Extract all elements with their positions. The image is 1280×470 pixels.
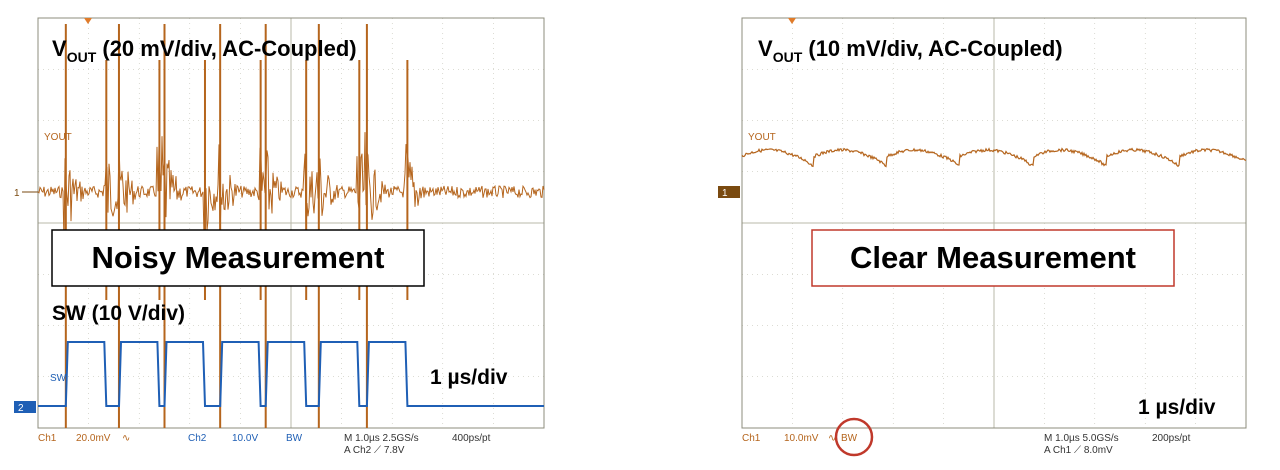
left-title: Noisy Measurement — [92, 240, 385, 275]
left-ch1-marker: 1 — [14, 188, 38, 199]
left-sw-scale-label: SW (10 V/div) — [52, 302, 185, 325]
right-vout-trace — [741, 147, 1247, 168]
right-grid — [742, 18, 1246, 428]
left-title-box — [51, 229, 425, 287]
right-status-coupling-icon: ∿ — [828, 433, 836, 444]
right-title: Clear Measurement — [850, 240, 1136, 275]
right-frame — [741, 17, 1247, 429]
left-sw-trace-label: SW — [50, 373, 67, 384]
left-status-ch2: Ch2 — [188, 433, 207, 444]
left-yout-trace-label: YOUT — [44, 132, 72, 143]
right-marker-1: 1 — [722, 188, 728, 199]
left-ch2-marker: 2 — [14, 401, 36, 414]
right-title-box — [811, 229, 1175, 287]
left-marker-1: 1 — [14, 188, 20, 199]
right-status-trigger: A Ch1 ⟋ 8.0mV — [1044, 445, 1113, 456]
left-vout-trace — [37, 132, 545, 247]
right-trigger-position-icon — [788, 18, 796, 24]
left-marker-2: 2 — [18, 403, 24, 414]
right-status-bw: BW — [841, 433, 858, 444]
left-status-timebase: M 1.0µs 2.5GS/s — [344, 433, 419, 444]
left-status-record: 400ps/pt — [452, 433, 491, 444]
bw-highlight-circle — [834, 417, 874, 457]
left-status-ch1: Ch1 — [38, 433, 57, 444]
left-status-ch1-scale: 20.0mV — [76, 433, 111, 444]
left-sw-trace — [38, 341, 544, 407]
right-vout-scale-label: VOUT (10 mV/div, AC-Coupled) — [758, 36, 1063, 65]
right-status-record: 200ps/pt — [1152, 433, 1191, 444]
left-status-bw: BW — [286, 433, 303, 444]
right-status-ch1: Ch1 — [742, 433, 761, 444]
left-status-bar: Ch1 20.0mV ∿ Ch2 10.0V BW M 1.0µs 2.5GS/… — [38, 433, 491, 456]
right-scope: YOUT 1 VOUT (10 mV/div, AC-Coupled) Clea… — [718, 17, 1247, 457]
left-status-trigger: A Ch2 ⟋ 7.8V — [344, 445, 405, 456]
right-yout-trace-label: YOUT — [748, 132, 776, 143]
left-vout-scale-label: VOUT (20 mV/div, AC-Coupled) — [52, 36, 357, 65]
right-ch1-marker: 1 — [718, 186, 740, 199]
left-status-ch2-scale: 10.0V — [232, 433, 258, 444]
left-vout-spikes — [64, 24, 409, 428]
left-grid — [38, 18, 544, 428]
left-timediv-label: 1 µs/div — [430, 366, 508, 389]
right-status-timebase: M 1.0µs 5.0GS/s — [1044, 433, 1119, 444]
left-trigger-position-icon — [84, 18, 92, 24]
left-status-coupling-icon: ∿ — [122, 433, 130, 444]
right-status-ch1-scale: 10.0mV — [784, 433, 819, 444]
right-status-bar: Ch1 10.0mV ∿ BW M 1.0µs 5.0GS/s 200ps/pt… — [742, 417, 1191, 457]
left-scope: YOUT SW 1 2 VOUT (20 mV/div, AC-Coupled)… — [14, 17, 545, 456]
left-frame — [37, 17, 545, 429]
right-timediv-label: 1 µs/div — [1138, 396, 1216, 419]
